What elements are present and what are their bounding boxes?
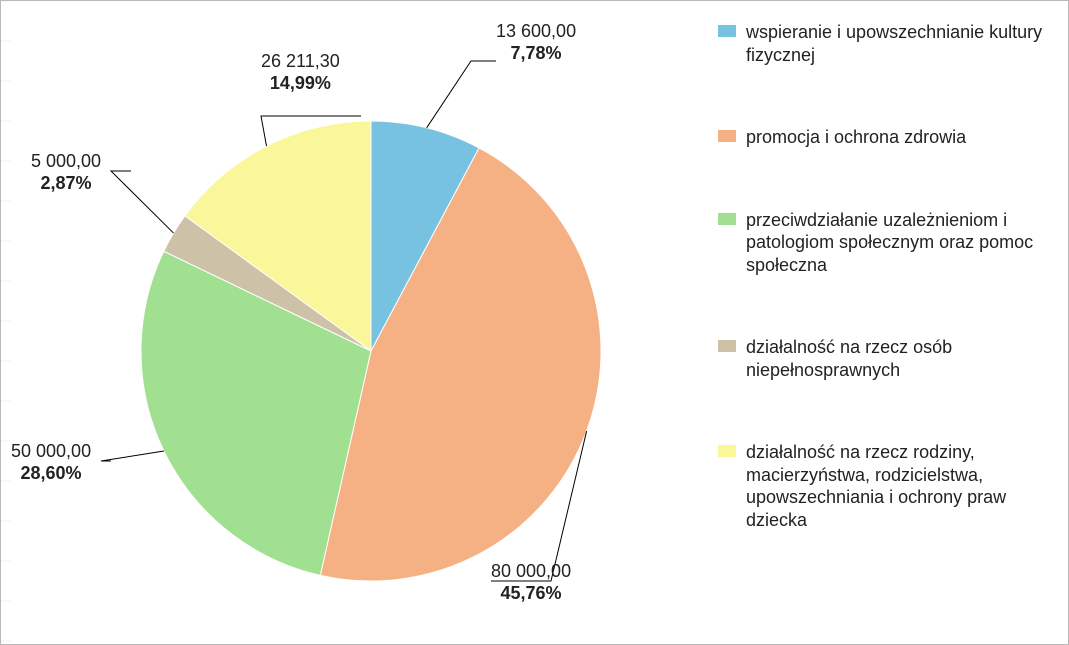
legend-swatch <box>718 340 736 352</box>
legend-item-s1: wspieranie i upowszechnianie kultury fiz… <box>718 21 1048 66</box>
slice-value: 26 211,30 <box>261 51 340 73</box>
legend-item-s2: promocja i ochrona zdrowia <box>718 126 1048 149</box>
slice-value: 5 000,00 <box>31 151 101 173</box>
legend-label: przeciwdziałanie uzależnieniom i patolog… <box>746 209 1048 277</box>
slice-percent: 45,76% <box>491 583 571 605</box>
leader-line-s3 <box>101 451 164 461</box>
pie-svg <box>41 21 681 626</box>
leader-line-s4 <box>111 171 174 233</box>
slice-percent: 28,60% <box>11 463 91 485</box>
slice-percent: 2,87% <box>31 173 101 195</box>
legend-label: wspieranie i upowszechnianie kultury fiz… <box>746 21 1048 66</box>
slice-percent: 7,78% <box>496 43 576 65</box>
leader-line-s1 <box>427 61 496 128</box>
legend-swatch <box>718 130 736 142</box>
slice-label-s5: 26 211,3014,99% <box>261 51 340 94</box>
slice-label-s3: 50 000,0028,60% <box>11 441 91 484</box>
slice-value: 80 000,00 <box>491 561 571 583</box>
pie-chart: 13 600,007,78%80 000,0045,76%50 000,0028… <box>41 21 681 626</box>
legend-label: działalność na rzecz rodziny, macierzyńs… <box>746 441 1048 531</box>
chart-frame: 13 600,007,78% 80 000,0045,76% 50 000,0028… <box>0 0 1069 645</box>
legend-swatch <box>718 213 736 225</box>
legend-label: działalność na rzecz osób niepełnosprawn… <box>746 336 1048 381</box>
slice-value: 50 000,00 <box>11 441 91 463</box>
legend-item-s3: przeciwdziałanie uzależnieniom i patolog… <box>718 209 1048 277</box>
slice-percent: 14,99% <box>261 73 340 95</box>
legend-swatch <box>718 445 736 457</box>
legend-item-s4: działalność na rzecz osób niepełnosprawn… <box>718 336 1048 381</box>
slice-value: 13 600,00 <box>496 21 576 43</box>
slice-label-s4: 5 000,002,87% <box>31 151 101 194</box>
slice-label-s1: 13 600,007,78% <box>496 21 576 64</box>
legend-label: promocja i ochrona zdrowia <box>746 126 966 149</box>
legend-swatch <box>718 25 736 37</box>
slice-label-s2: 80 000,0045,76% <box>491 561 571 604</box>
legend-item-s5: działalność na rzecz rodziny, macierzyńs… <box>718 441 1048 531</box>
legend: wspieranie i upowszechnianie kultury fiz… <box>718 21 1048 531</box>
